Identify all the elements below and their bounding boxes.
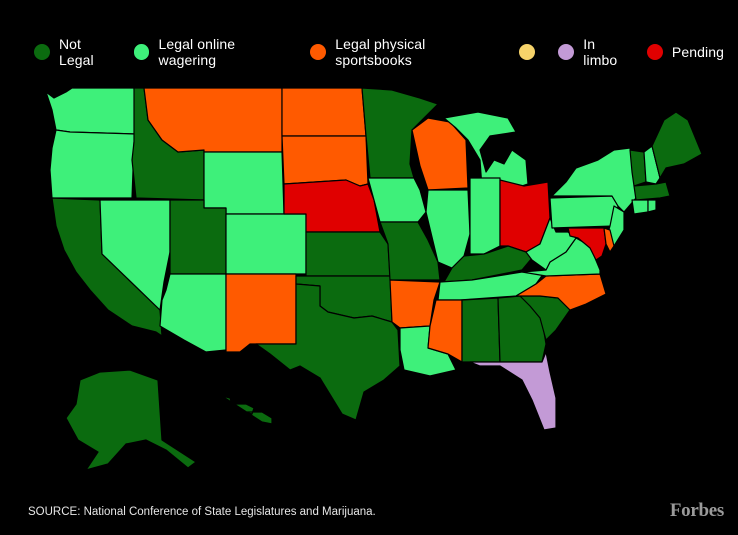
legend-item-unlabeled	[519, 44, 544, 60]
state-AL	[461, 297, 501, 363]
legend-item-online: Legal online wagering	[133, 36, 297, 68]
legend-label: Not Legal	[58, 36, 94, 68]
legend-label: Pending	[671, 44, 724, 60]
state-MT	[143, 87, 283, 153]
state-PA	[549, 195, 619, 229]
legend-item-physical: Legal physical sportsbooks	[310, 36, 505, 68]
state-WY	[203, 151, 285, 215]
us-map	[45, 87, 703, 470]
state-NH	[643, 145, 661, 185]
legend-item-limbo: In limbo	[558, 36, 633, 68]
brand-logo: Forbes	[669, 500, 724, 521]
state-CO	[225, 213, 307, 275]
state-IA	[367, 177, 427, 223]
state-NM	[225, 273, 297, 353]
state-FL	[469, 351, 557, 431]
state-ND	[281, 87, 367, 137]
state-MN	[361, 87, 439, 179]
state-VT	[629, 149, 647, 187]
legend-swatch	[34, 44, 50, 60]
legend-label: Legal physical sportsbooks	[335, 36, 426, 68]
state-MO	[379, 221, 441, 281]
state-KS	[305, 231, 391, 277]
legend-swatch	[133, 44, 150, 60]
legend-swatch	[519, 44, 536, 60]
state-WI	[411, 117, 469, 191]
legend-swatch	[310, 44, 327, 60]
state-WA	[45, 87, 137, 135]
state-AZ	[159, 273, 227, 353]
source-note: SOURCE: National Conference of State Leg…	[28, 506, 376, 518]
legend-swatch	[646, 44, 663, 60]
legend-item-not-legal: Not Legal	[34, 36, 120, 68]
state-HI	[221, 395, 273, 425]
state-ME	[651, 111, 703, 179]
legend-label: In limbo	[583, 36, 618, 68]
legend-swatch	[558, 44, 575, 60]
state-NE	[283, 179, 381, 233]
legend-item-pending: Pending	[646, 44, 724, 60]
state-NC	[515, 273, 607, 311]
state-TX	[255, 283, 401, 421]
state-SD	[281, 135, 369, 187]
state-IN	[469, 177, 501, 255]
state-CT	[631, 199, 649, 215]
legend: Not Legal Legal online wagering Legal ph…	[34, 36, 738, 68]
state-MI	[443, 111, 529, 195]
state-OR	[49, 129, 137, 199]
legend-label: Legal online wagering	[158, 36, 236, 68]
state-RI	[647, 199, 657, 213]
state-DE	[603, 227, 615, 253]
state-UT	[169, 199, 227, 275]
state-AK	[65, 369, 197, 470]
